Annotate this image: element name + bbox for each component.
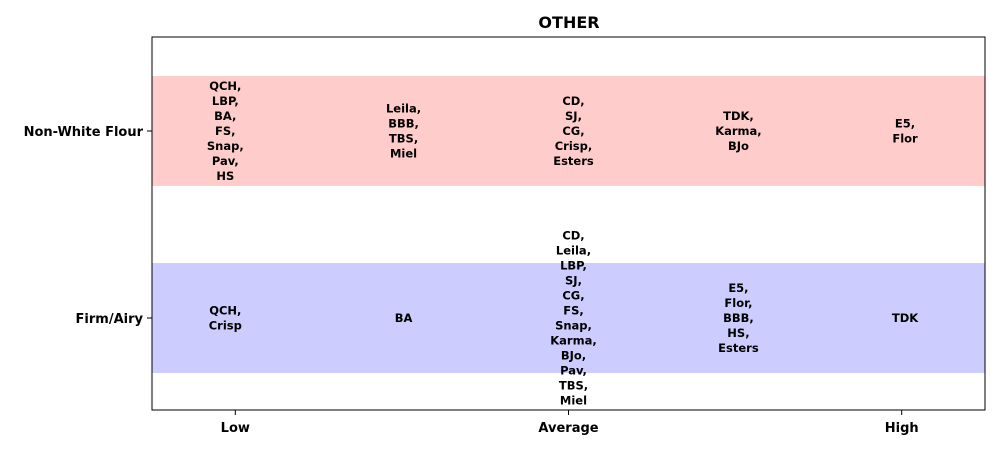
cell-item: SJ, <box>565 109 582 123</box>
cell-label: QCH, Crisp <box>209 304 242 333</box>
y-axis: Non-White Flour Firm/Airy <box>24 125 152 327</box>
cell-label: CD, Leila, LBP, SJ, CG, FS, Snap, Karma, BJo, Pav… <box>550 229 596 408</box>
cell-item: Leila, <box>386 102 421 116</box>
cell-label: QCH, LBP, BA, FS, Snap, Pav, HS <box>207 79 244 183</box>
cell-item: BBB, <box>388 117 419 131</box>
x-tick-label: Average <box>538 421 598 436</box>
cell-label: BA <box>395 311 413 325</box>
cell-item: Snap, <box>555 319 592 333</box>
cell-item: SJ, <box>565 274 582 288</box>
cell-item: Leila, <box>556 244 591 258</box>
cell-item: HS, <box>727 326 749 340</box>
y-tick-label: Non-White Flour <box>24 125 144 140</box>
chart-title: OTHER <box>538 13 599 32</box>
cell-item: CG, <box>562 124 584 138</box>
cell-item: E5, <box>728 281 748 295</box>
cell-label: CD, SJ, CG, Crisp, Esters <box>553 94 594 168</box>
row-band <box>152 76 985 186</box>
cell-item: Flor <box>892 132 918 146</box>
cell-item: FS, <box>563 304 584 318</box>
x-axis: Low Average High <box>221 410 919 436</box>
cell-item: BA <box>395 311 413 325</box>
cell-item: Pav, <box>560 364 587 378</box>
cell-item: BA, <box>214 109 236 123</box>
cell-item: E5, <box>895 117 915 131</box>
cell-item: CD, <box>562 94 584 108</box>
cell-item: Crisp, <box>555 139 593 153</box>
cell-item: Miel <box>560 394 587 408</box>
cell-item: BJo <box>728 139 749 153</box>
x-tick-label: High <box>885 421 919 436</box>
cell-item: TBS, <box>559 379 588 393</box>
cell-item: Flor, <box>724 296 752 310</box>
cell-label: TDK, Karma, BJo <box>715 109 761 153</box>
cell-item: BJo, <box>561 349 586 363</box>
cell-label: E5, Flor <box>892 117 918 146</box>
cell-item: CD, <box>562 229 584 243</box>
cell-item: QCH, <box>209 304 241 318</box>
cell-item: Esters <box>553 154 594 168</box>
cell-label: TDK <box>892 311 919 325</box>
row-bands <box>152 76 985 373</box>
cell-item: Miel <box>390 147 417 161</box>
cell-item: TBS, <box>389 132 418 146</box>
cell-item: FS, <box>215 124 236 138</box>
cell-label: Leila, BBB, TBS, Miel <box>386 102 421 161</box>
cell-item: TDK <box>892 311 919 325</box>
cell-item: HS <box>216 169 234 183</box>
cell-item: BBB, <box>723 311 754 325</box>
cell-item: Karma, <box>550 334 596 348</box>
cell-item: Karma, <box>715 124 761 138</box>
cell-item: Esters <box>718 341 759 355</box>
cell-item: Snap, <box>207 139 244 153</box>
y-tick-label: Firm/Airy <box>76 312 144 327</box>
row-band <box>152 263 985 373</box>
cell-item: CG, <box>562 289 584 303</box>
cell-label: E5, Flor, BBB, HS, Esters <box>718 281 759 355</box>
cell-item: LBP, <box>560 259 587 273</box>
cell-item: LBP, <box>212 94 239 108</box>
cell-item: QCH, <box>209 79 241 93</box>
cell-item: TDK, <box>723 109 754 123</box>
x-tick-label: Low <box>221 421 250 436</box>
cell-item: Crisp <box>209 319 242 333</box>
cell-item: Pav, <box>212 154 239 168</box>
